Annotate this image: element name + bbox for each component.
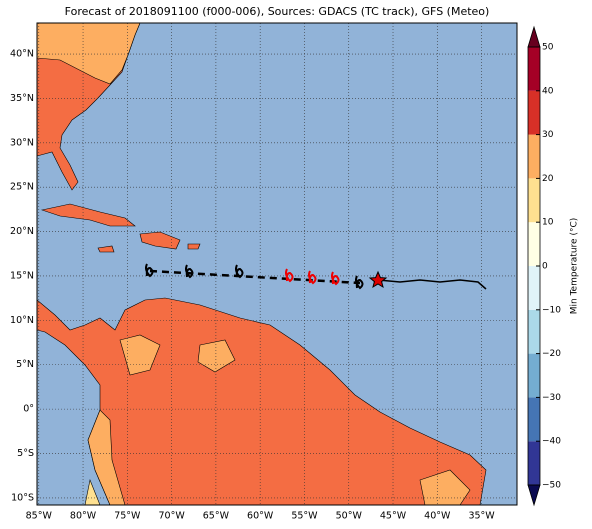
colorbar-segment [528, 178, 540, 223]
y-tick-label: 10°N [10, 315, 34, 326]
colorbar-tick-label: 20 [542, 174, 554, 184]
colorbar-tick-label: 10 [542, 218, 554, 228]
x-tick-label: 60°W [247, 511, 274, 522]
colorbar-segment [528, 353, 540, 398]
colorbar-tick-label: 50 [542, 43, 554, 53]
x-tick-label: 85°W [26, 511, 53, 522]
colorbar-segment [528, 441, 540, 485]
colorbar-tick-label: 30 [542, 130, 554, 140]
y-tick-label: 15°N [10, 270, 34, 281]
x-tick-label: 70°W [158, 511, 185, 522]
storm-track [145, 263, 487, 290]
y-tick-label: 40°N [10, 49, 34, 60]
colorbar-segment [528, 134, 540, 179]
colorbar-label: Min Temperature (°C) [570, 218, 580, 315]
x-tick-label: 65°W [203, 511, 230, 522]
colorbar-tick-label: −10 [542, 305, 561, 315]
x-tick-label: 50°W [336, 511, 363, 522]
colorbar-tick-label: 0 [542, 262, 548, 272]
y-tick-label: 0° [23, 404, 34, 415]
colorbar-segment [528, 266, 540, 310]
y-tick-label: 25°N [10, 182, 34, 193]
y-tick-label: 5°N [16, 359, 34, 370]
colorbar-tick-label: −30 [542, 393, 561, 403]
colorbar-segment [528, 397, 540, 442]
colorbar-tick-label: −50 [542, 481, 561, 491]
x-tick-label: 45°W [380, 511, 407, 522]
x-tick-label: 80°W [70, 511, 97, 522]
colorbar-tick-label: −20 [542, 349, 561, 359]
colorbar-extend-min [527, 484, 541, 507]
map-title: Forecast of 2018091100 (f000-006), Sourc… [65, 5, 490, 18]
colorbar-tick-label: 40 [542, 86, 554, 96]
x-tick-label: 40°W [424, 511, 451, 522]
colorbar-tick-label: −40 [542, 437, 561, 447]
y-tick-label: 20°N [10, 226, 34, 237]
colorbar-extend-max [527, 25, 541, 48]
y-tick-label: 10°S [11, 492, 34, 503]
colorbar-segment [528, 47, 540, 91]
colorbar-segment [528, 222, 540, 266]
y-tick-label: 35°N [10, 93, 34, 104]
colorbar-segment [528, 90, 540, 135]
y-tick-label: 5°S [17, 448, 34, 459]
x-tick-label: 35°W [468, 511, 495, 522]
y-tick-label: 30°N [10, 137, 34, 148]
map-frame [36, 22, 518, 506]
x-tick-label: 55°W [291, 511, 318, 522]
colorbar-segment [528, 309, 540, 354]
x-tick-label: 75°W [114, 511, 141, 522]
